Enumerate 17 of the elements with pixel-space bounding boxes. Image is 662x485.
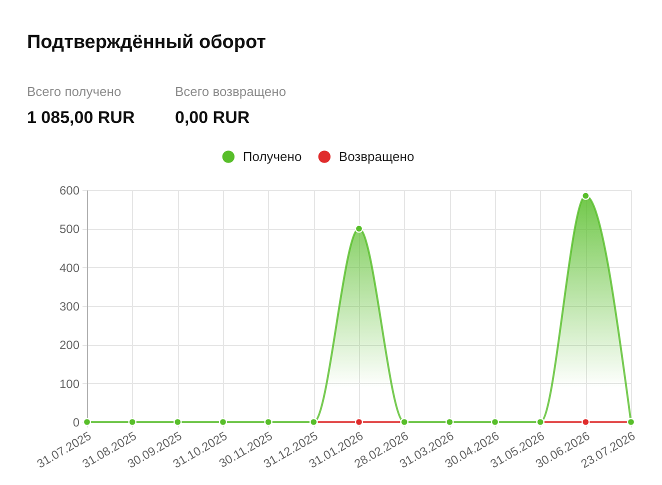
y-tick-label: 300 bbox=[59, 300, 80, 314]
text: 1 085,00 RUR bbox=[27, 108, 135, 127]
y-tick-label: 500 bbox=[59, 222, 80, 236]
chart-title: Подтверждённый оборот bbox=[27, 32, 266, 53]
y-tick-label: 200 bbox=[59, 338, 80, 352]
y-tick-label: 100 bbox=[59, 376, 80, 391]
legend-label: Получено bbox=[242, 148, 302, 164]
y-tick-label: 600 bbox=[59, 184, 80, 198]
y-tick-label: 0 bbox=[72, 416, 80, 430]
point bbox=[582, 192, 590, 200]
point bbox=[82, 418, 92, 426]
point bbox=[354, 224, 364, 233]
legend-label: Возвращено bbox=[338, 148, 414, 164]
text: Всего возвращено bbox=[175, 84, 286, 99]
y-tick-label: 400 bbox=[59, 260, 80, 275]
text: 0,00 RUR bbox=[175, 108, 250, 127]
text: Всего получено bbox=[27, 84, 122, 99]
